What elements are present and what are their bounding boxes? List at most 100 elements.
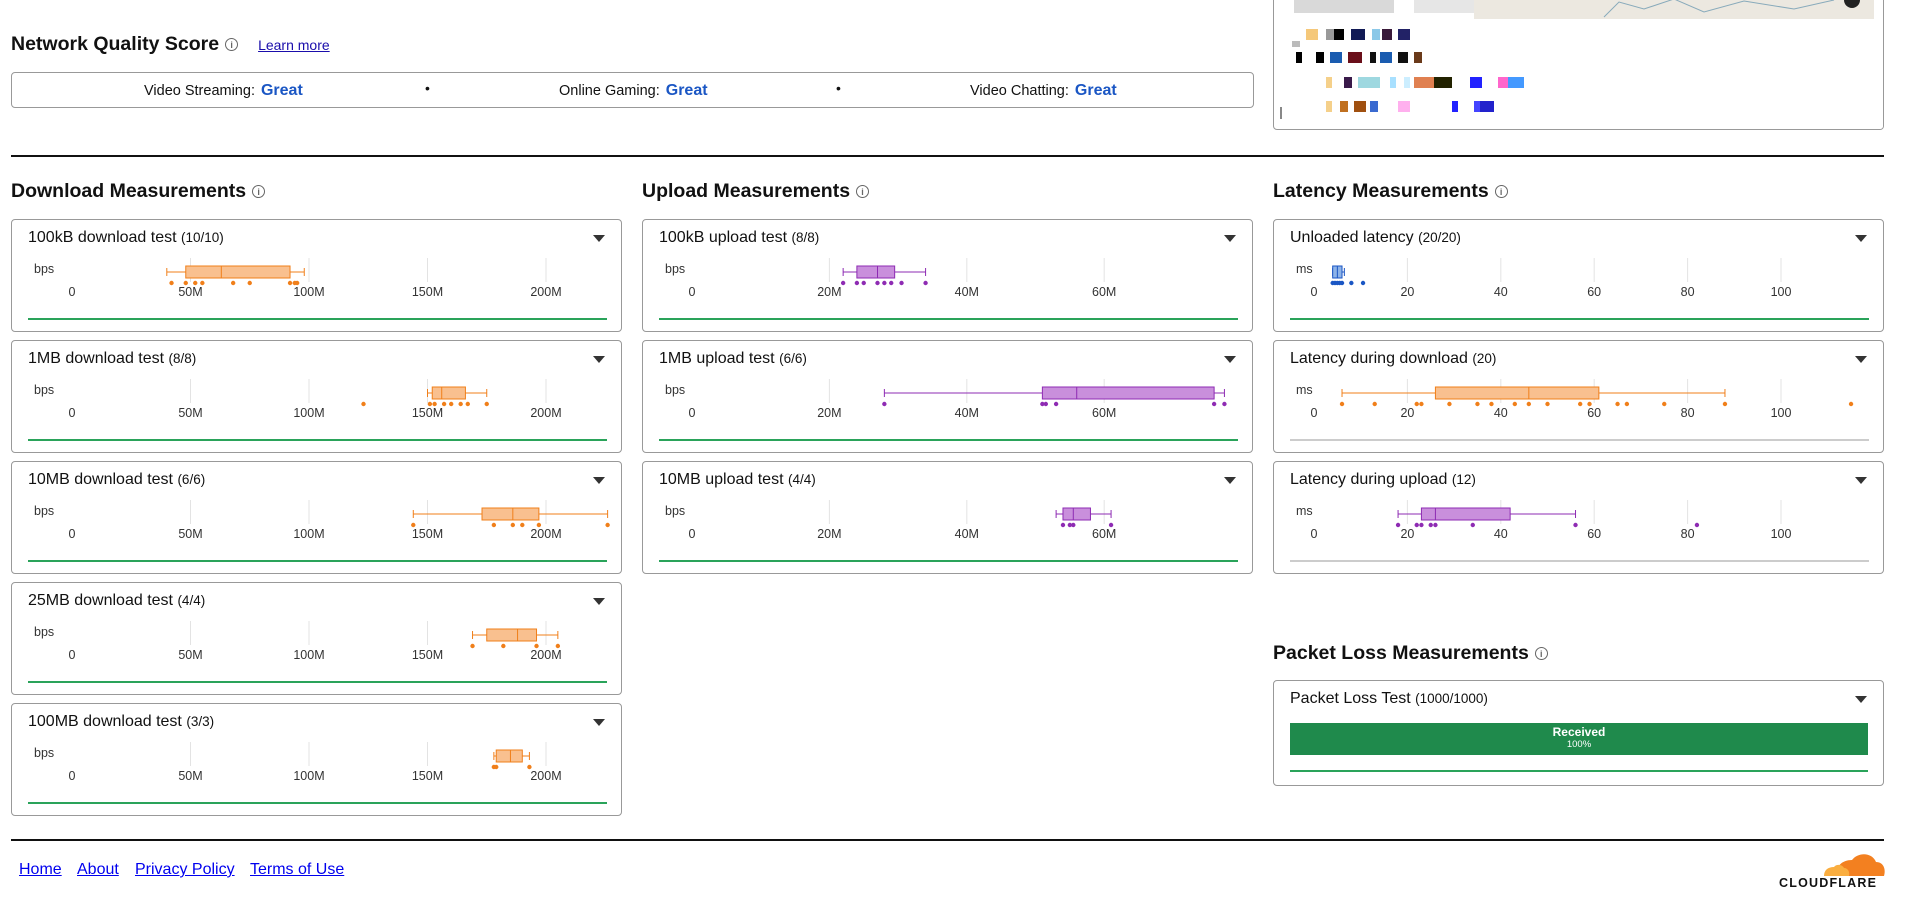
- data-point: [1419, 522, 1424, 528]
- chevron-down-icon[interactable]: [1855, 356, 1867, 363]
- axis-tick-label: 60: [1587, 406, 1601, 420]
- chevron-down-icon[interactable]: [593, 356, 605, 363]
- axis-tick-label: 150M: [412, 285, 443, 299]
- card-title: Latency during upload (12): [1290, 471, 1476, 489]
- iqr-box: [185, 265, 291, 279]
- axis-tick-label: 200M: [530, 406, 561, 420]
- footer-home-link[interactable]: Home: [19, 861, 62, 878]
- data-point: [1624, 401, 1630, 407]
- received-label: Received: [1552, 725, 1606, 739]
- chevron-down-icon[interactable]: [593, 719, 605, 726]
- data-point: [1071, 522, 1076, 528]
- upload-card[interactable]: 1MB upload test (6/6) bps 0 20M 40M 60M: [642, 340, 1253, 453]
- info-icon[interactable]: i: [856, 185, 870, 198]
- chevron-down-icon[interactable]: [1855, 696, 1867, 703]
- card-count: (4/4): [787, 472, 816, 487]
- iqr-box: [431, 386, 466, 400]
- axis-tick-label: 50M: [178, 769, 202, 783]
- box-plot: ms 0 20 40 60 80 100: [1290, 258, 1869, 320]
- data-point: [1470, 522, 1475, 528]
- axis-tick-label: 20: [1400, 285, 1414, 299]
- learn-more-link[interactable]: Learn more: [258, 36, 330, 53]
- axis-tick-label: 0: [1311, 527, 1318, 541]
- download-card[interactable]: 1MB download test (8/8) bps 0 50M 100M 150M 20…: [11, 340, 622, 453]
- axis-tick-label: 60: [1587, 527, 1601, 541]
- download-card[interactable]: 25MB download test (4/4) bps 0 50M 100M 150M 2…: [11, 582, 622, 695]
- data-point: [193, 280, 198, 286]
- latency-card[interactable]: Latency during upload (12) ms 0 20 40 60 80 100: [1273, 461, 1884, 574]
- card-count: (20): [1472, 351, 1497, 366]
- card-title: Packet Loss Test (1000/1000): [1290, 690, 1488, 708]
- upload-card[interactable]: 10MB upload test (4/4) bps 0 20M 40M 60M: [642, 461, 1253, 574]
- latency-card[interactable]: Latency during download (20) ms 0 20 40 60 80 1…: [1273, 340, 1884, 453]
- axis-tick-label: 100M: [293, 285, 324, 299]
- info-icon[interactable]: i: [1494, 185, 1508, 198]
- chevron-down-icon[interactable]: [1224, 477, 1236, 484]
- axis-tick-label: 100M: [293, 648, 324, 662]
- chevron-down-icon[interactable]: [1224, 235, 1236, 242]
- latency-card[interactable]: Unloaded latency (20/20) ms 0 20 40 60 80 100: [1273, 219, 1884, 332]
- chevron-down-icon[interactable]: [593, 235, 605, 242]
- axis-tick-label: 0: [69, 285, 76, 299]
- axis-unit-label: bps: [665, 383, 685, 397]
- card-count: (20/20): [1418, 230, 1461, 245]
- nqs-video-streaming: Video Streaming: Great: [144, 82, 303, 100]
- footer-terms-link[interactable]: Terms of Use: [250, 861, 345, 878]
- status-line: [1290, 770, 1868, 772]
- iqr-box: [486, 628, 538, 642]
- chevron-down-icon[interactable]: [1855, 235, 1867, 242]
- download-card[interactable]: 100kB download test (10/10) bps 0 50M 100M 15…: [11, 219, 622, 332]
- server-map-panel: [1273, 0, 1884, 130]
- data-point: [1573, 522, 1578, 528]
- packet-loss-card[interactable]: Packet Loss Test (1000/1000) Received 10…: [1273, 680, 1884, 786]
- data-point: [1526, 401, 1532, 407]
- axis-tick-label: 0: [689, 527, 696, 541]
- card-count: (3/3): [186, 714, 215, 729]
- info-icon[interactable]: i: [1534, 647, 1548, 660]
- download-section-title: Download Measurements i: [11, 180, 266, 203]
- axis-tick-label: 40: [1494, 406, 1508, 420]
- axis-tick-label: 200M: [530, 527, 561, 541]
- axis-unit-label: bps: [34, 625, 54, 639]
- footer-privacy-link[interactable]: Privacy Policy: [135, 861, 235, 878]
- download-card[interactable]: 10MB download test (6/6) bps 0 50M 100M 150M 2…: [11, 461, 622, 574]
- upload-card[interactable]: 100kB upload test (8/8) bps 0 20M 40M 60M: [642, 219, 1253, 332]
- data-point: [458, 401, 463, 407]
- upload-section-title: Upload Measurements i: [642, 180, 870, 203]
- axis-tick-label: 40: [1494, 527, 1508, 541]
- info-icon[interactable]: i: [225, 38, 239, 51]
- data-point: [1545, 401, 1550, 407]
- data-point: [923, 280, 928, 286]
- iqr-box: [1062, 507, 1091, 521]
- data-point: [465, 401, 470, 407]
- footer-about-link[interactable]: About: [77, 861, 119, 878]
- chevron-down-icon[interactable]: [593, 598, 605, 605]
- data-point: [1372, 401, 1377, 407]
- chevron-down-icon[interactable]: [1855, 477, 1867, 484]
- info-icon[interactable]: i: [252, 185, 266, 198]
- data-point: [247, 280, 252, 286]
- iqr-box: [1041, 386, 1215, 400]
- card-label: 10MB download test: [28, 471, 173, 488]
- nqs-title: Network Quality Score i Learn more: [11, 33, 330, 56]
- data-point: [536, 522, 542, 528]
- data-point: [1722, 401, 1728, 407]
- data-point: [1433, 522, 1438, 528]
- chevron-down-icon[interactable]: [1224, 356, 1236, 363]
- card-title: 10MB upload test (4/4): [659, 471, 816, 489]
- box-plot: bps 0 50M 100M 150M 200M: [28, 258, 607, 320]
- card-label: 1MB download test: [28, 350, 165, 367]
- card-label: Unloaded latency: [1290, 229, 1414, 246]
- data-point: [1339, 401, 1345, 407]
- download-card[interactable]: 100MB download test (3/3) bps 0 50M 100M 150M…: [11, 703, 622, 816]
- chevron-down-icon[interactable]: [593, 477, 605, 484]
- axis-tick-label: 20: [1400, 406, 1414, 420]
- axis-tick-label: 20M: [817, 527, 841, 541]
- axis-unit-label: ms: [1296, 383, 1313, 397]
- divider-top: [11, 155, 1884, 157]
- packet-loss-title-text: Packet Loss Measurements: [1273, 642, 1529, 664]
- axis-tick-label: 40M: [955, 527, 979, 541]
- data-point: [449, 401, 454, 407]
- axis-tick-label: 100: [1771, 527, 1792, 541]
- axis-unit-label: bps: [34, 383, 54, 397]
